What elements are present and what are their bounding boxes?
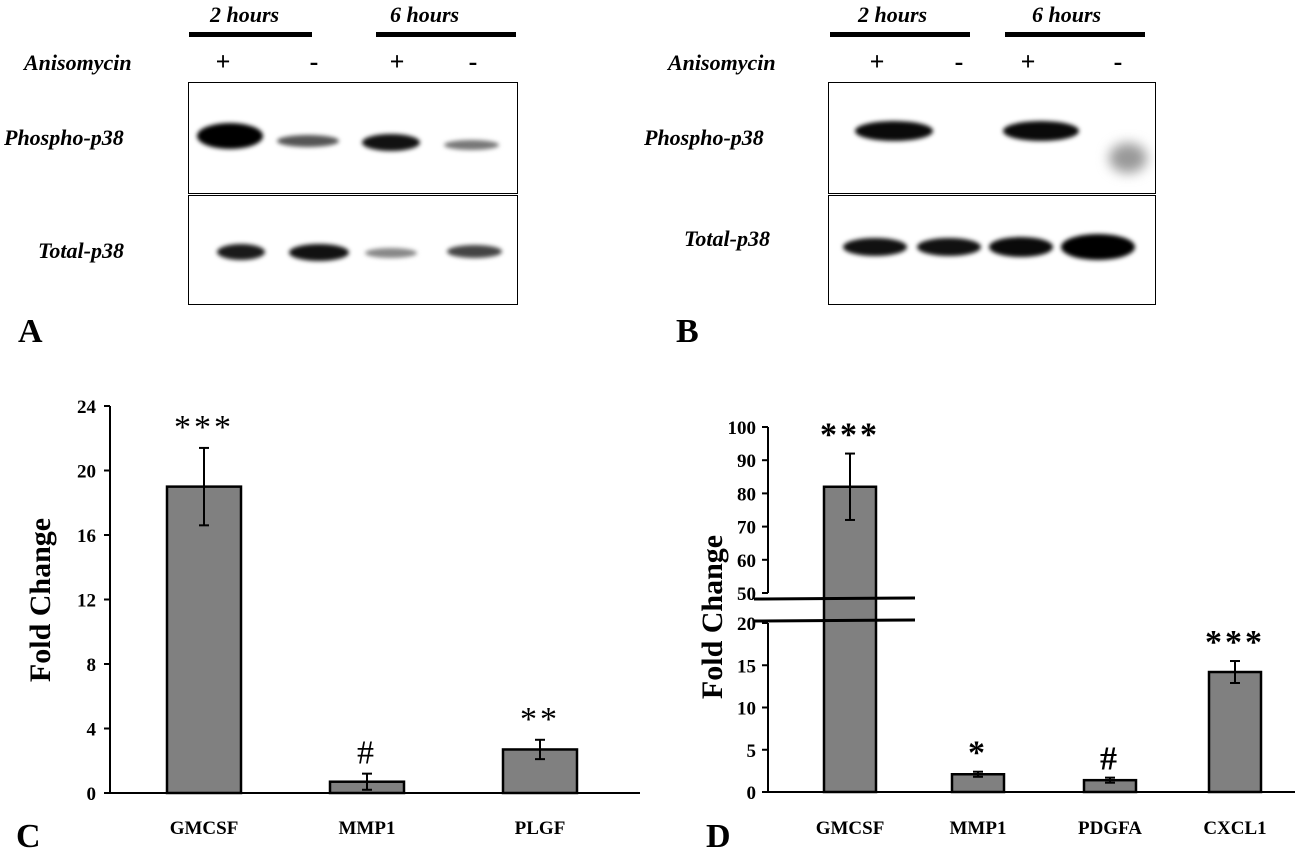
y-tick-label: 5 [747,741,757,762]
blot-total-b [828,195,1156,305]
time-label-2h-a: 2 hours [210,2,280,27]
time-bar-6h-b [1005,32,1145,37]
band [217,244,265,260]
row-label-total-b: Total-p38 [684,226,770,251]
sign-lane-3-a: + [389,47,405,76]
y-tick-label: 12 [77,591,96,612]
y-tick-label: 8 [87,655,97,676]
time-label-2h-b: 2 hours [858,2,928,27]
y-tick-label: 24 [77,397,97,418]
y-tick-label: 90 [737,451,756,472]
band [362,134,420,151]
sign-lane-3-b: + [1020,47,1036,76]
time-label-6h-a: 6 hours [390,2,460,27]
chart-c: 0 4 8 12 16 20 24 Fold Change *** GMCSF # MMP1 ** PLG… [24,397,640,839]
significance-label: * [968,735,988,772]
band [444,140,499,150]
y-tick-label: 80 [737,484,756,505]
time-bar-6h-a [376,32,516,37]
row-label-phospho-a: Phospho-p38 [4,125,124,150]
row-label-total-a: Total-p38 [38,238,124,263]
band [1109,143,1147,173]
band [277,135,339,147]
y-tick-label: 16 [77,526,96,547]
x-tick-label: MMP1 [339,818,396,839]
panel-letter-d: D [706,818,731,855]
band [843,238,907,256]
blot-phospho-a [188,82,518,194]
panel-letter-b: B [676,313,699,350]
sign-lane-1-a: + [215,47,231,76]
x-tick-label: MMP1 [950,818,1007,839]
y-tick-label: 0 [747,783,757,804]
band [989,237,1053,257]
panel-letter-c: C [16,818,41,855]
bar-cxcl1 [1207,670,1263,794]
significance-label: ** [520,701,560,738]
blot-total-a [188,195,518,305]
band [855,121,933,141]
treatment-label-a: Anisomycin [24,50,132,75]
y-tick-label: 20 [737,614,756,635]
axis-break-line [753,618,916,623]
row-label-phospho-b: Phospho-p38 [644,125,764,150]
band [1061,234,1135,260]
x-tick-label: CXCL1 [1203,818,1266,839]
x-tick-label: PLGF [515,818,566,839]
time-label-6h-b: 6 hours [1032,2,1102,27]
x-tick-label: GMCSF [170,818,239,839]
x-tick-label: GMCSF [816,818,885,839]
y-tick-label: 50 [737,584,756,605]
bar-gmcsf [165,485,243,795]
significance-label: *** [1205,624,1265,661]
panel-letter-a: A [18,313,43,350]
sign-lane-4-a: - [468,47,478,76]
band [197,123,263,149]
y-tick-label: 70 [737,518,756,539]
significance-label: # [357,735,377,772]
bar-gmcsf [822,485,878,794]
band [1003,121,1079,141]
y-tick-label: 100 [728,418,757,439]
significance-label: *** [820,417,880,454]
band [289,244,349,261]
y-tick-label: 4 [87,720,97,741]
time-bar-2h-a [189,32,312,37]
sign-lane-2-a: - [309,47,319,76]
chart-d: 50 60 70 80 90 100 0 5 10 15 20 Fold Change *** GMCSF… [696,417,1295,839]
y-tick-label: 20 [77,462,96,483]
treatment-label-b: Anisomycin [668,50,776,75]
sign-lane-4-b: - [1113,47,1123,76]
y-axis-label: Fold Change [696,535,729,699]
y-tick-label: 60 [737,551,756,572]
sign-lane-2-b: - [954,47,964,76]
bar-break-fill [824,601,876,619]
band [365,248,417,258]
significance-label: # [1100,741,1120,778]
x-tick-label: PDGFA [1078,818,1142,839]
axis-break-line [753,596,916,601]
y-tick-label: 15 [737,656,756,677]
band [917,238,981,256]
y-axis-label: Fold Change [24,518,57,682]
blot-phospho-b [828,82,1156,194]
y-tick-label: 0 [87,784,97,805]
band [447,245,502,258]
significance-label: *** [174,409,234,446]
y-tick-label: 10 [737,699,756,720]
time-bar-2h-b [830,32,970,37]
sign-lane-1-b: + [869,47,885,76]
